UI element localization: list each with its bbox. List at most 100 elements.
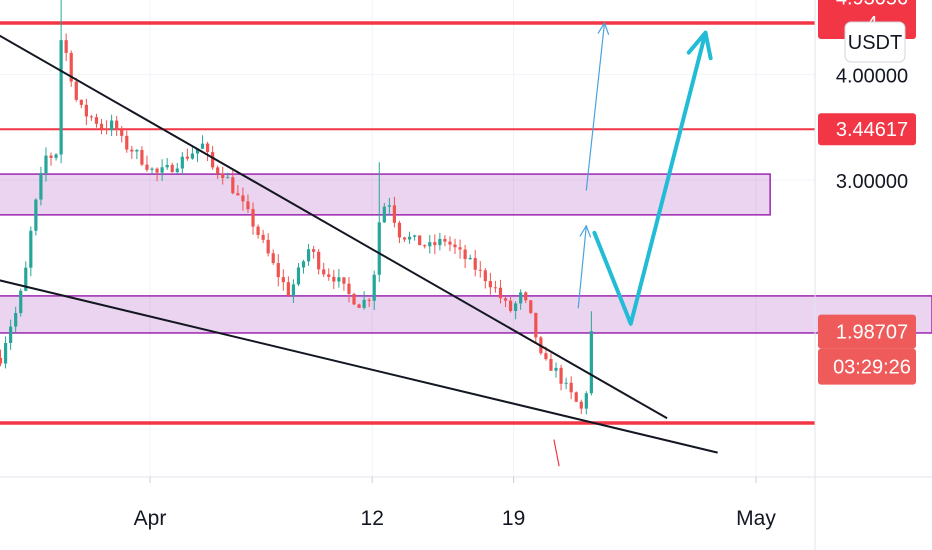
currency-label[interactable]: USDT xyxy=(844,21,906,63)
trendlines-layer xyxy=(0,34,718,454)
candle-body-21 xyxy=(104,128,109,131)
candle-58 xyxy=(291,279,296,303)
candle-body-24 xyxy=(120,129,124,136)
candle-body-9 xyxy=(44,155,48,174)
candle-body-34 xyxy=(170,164,174,173)
projection-head-2 xyxy=(686,30,713,61)
price-badge-box-3 xyxy=(818,314,916,349)
candle-37 xyxy=(185,148,189,161)
candle-32 xyxy=(160,159,164,181)
candle-1 xyxy=(3,336,8,369)
candle-39 xyxy=(195,148,200,163)
candle-31 xyxy=(155,167,159,182)
candle-body-20 xyxy=(99,123,104,129)
candle-body-89 xyxy=(448,241,452,245)
candle-61 xyxy=(306,244,311,266)
candle-body-57 xyxy=(286,282,290,296)
projection-0 xyxy=(585,22,606,191)
candle-body-62 xyxy=(312,249,316,252)
candle-body-25 xyxy=(125,135,129,150)
candle-51 xyxy=(256,224,260,239)
candle-body-117 xyxy=(589,331,593,394)
candle-12 xyxy=(59,0,63,164)
candle-4 xyxy=(19,288,23,317)
currency-label-box xyxy=(844,21,906,63)
projection-1 xyxy=(577,225,587,309)
candle-body-114 xyxy=(574,392,578,402)
candle-19 xyxy=(94,113,99,128)
candle-body-39 xyxy=(195,148,200,154)
candle-84 xyxy=(423,244,427,249)
candle-93 xyxy=(468,254,472,260)
candle-54 xyxy=(271,249,275,265)
candle-78 xyxy=(392,196,397,228)
candle-109 xyxy=(549,353,553,371)
candle-59 xyxy=(296,263,301,287)
candle-body-32 xyxy=(160,167,164,173)
candle-body-64 xyxy=(322,269,326,275)
candle-body-80 xyxy=(402,237,407,240)
candle-2 xyxy=(9,319,13,350)
candles-layer xyxy=(0,0,593,415)
candle-100 xyxy=(503,295,508,308)
candle-body-76 xyxy=(382,206,386,223)
candle-69 xyxy=(347,277,351,303)
candle-13 xyxy=(64,33,68,62)
y-tick-label-0: 4.00000 xyxy=(836,65,908,87)
candle-body-1 xyxy=(3,342,8,364)
candle-body-84 xyxy=(423,245,427,247)
candle-body-38 xyxy=(190,153,195,159)
candle-body-90 xyxy=(453,244,457,248)
candle-71 xyxy=(357,303,361,308)
candle-body-115 xyxy=(579,401,583,409)
candle-body-33 xyxy=(165,164,169,168)
projection-2 xyxy=(592,30,708,326)
candle-body-69 xyxy=(347,283,351,294)
candle-body-40 xyxy=(200,143,205,149)
candle-67 xyxy=(337,269,341,288)
candle-body-46 xyxy=(231,177,235,194)
candle-116 xyxy=(584,391,588,415)
candle-55 xyxy=(276,254,280,287)
projection-head-1 xyxy=(579,225,592,238)
candle-56 xyxy=(281,269,285,291)
candle-body-104 xyxy=(524,292,528,301)
candle-35 xyxy=(175,162,179,175)
candle-79 xyxy=(397,220,402,244)
candle-body-47 xyxy=(236,193,240,196)
candle-body-17 xyxy=(84,104,88,117)
trendline-0 xyxy=(0,34,668,420)
candle-body-72 xyxy=(362,299,366,308)
candle-body-85 xyxy=(428,242,432,247)
candle-96 xyxy=(483,268,487,289)
candle-53 xyxy=(266,233,270,257)
candle-27 xyxy=(135,148,139,160)
candle-25 xyxy=(125,130,129,153)
candle-body-60 xyxy=(301,261,306,268)
candle-87 xyxy=(438,232,442,251)
candle-body-53 xyxy=(266,239,270,254)
candle-63 xyxy=(317,249,321,275)
candle-body-88 xyxy=(443,238,447,242)
projection-head-0 xyxy=(597,22,610,35)
candle-101 xyxy=(508,297,513,313)
candle-body-41 xyxy=(205,143,210,153)
candle-body-23 xyxy=(115,120,119,130)
candle-17 xyxy=(84,98,88,125)
currency-label-text: USDT xyxy=(848,32,902,54)
candle-49 xyxy=(246,194,250,213)
candle-76 xyxy=(382,202,386,223)
candle-body-5 xyxy=(24,267,28,291)
candle-115 xyxy=(579,399,583,415)
candle-body-101 xyxy=(508,300,513,311)
candle-105 xyxy=(529,300,533,315)
candle-74 xyxy=(372,270,376,311)
time-axis[interactable]: Apr 12 19 May xyxy=(134,477,777,530)
candle-body-87 xyxy=(438,238,442,246)
candle-body-29 xyxy=(145,164,149,170)
candle-29 xyxy=(145,155,149,172)
candle-body-99 xyxy=(498,287,503,299)
candle-body-108 xyxy=(544,353,548,360)
candle-body-26 xyxy=(130,149,134,152)
candle-body-6 xyxy=(29,230,33,268)
